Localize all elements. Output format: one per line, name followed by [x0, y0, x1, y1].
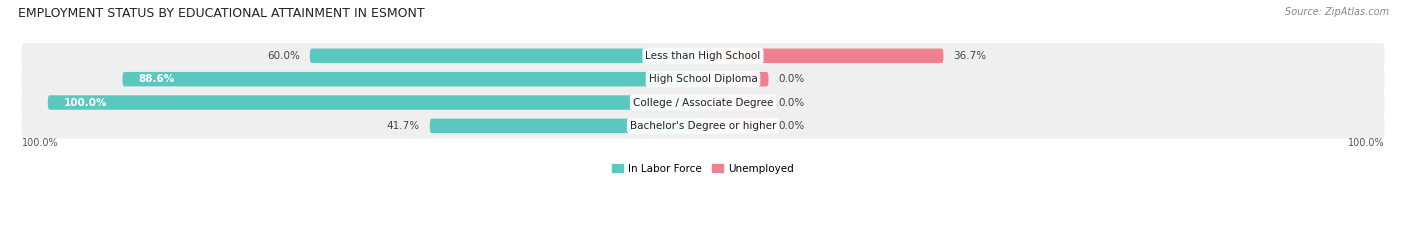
- FancyBboxPatch shape: [703, 48, 943, 63]
- Legend: In Labor Force, Unemployed: In Labor Force, Unemployed: [609, 160, 797, 178]
- FancyBboxPatch shape: [48, 95, 703, 110]
- Text: 60.0%: 60.0%: [267, 51, 299, 61]
- Text: Bachelor's Degree or higher: Bachelor's Degree or higher: [630, 121, 776, 131]
- Text: High School Diploma: High School Diploma: [648, 74, 758, 84]
- Text: Less than High School: Less than High School: [645, 51, 761, 61]
- Text: 0.0%: 0.0%: [779, 121, 804, 131]
- FancyBboxPatch shape: [122, 72, 703, 86]
- Text: 36.7%: 36.7%: [953, 51, 987, 61]
- FancyBboxPatch shape: [703, 72, 769, 86]
- FancyBboxPatch shape: [703, 95, 769, 110]
- FancyBboxPatch shape: [21, 43, 1385, 69]
- FancyBboxPatch shape: [309, 48, 703, 63]
- Text: 0.0%: 0.0%: [779, 98, 804, 107]
- FancyBboxPatch shape: [21, 66, 1385, 92]
- FancyBboxPatch shape: [430, 119, 703, 133]
- Text: 41.7%: 41.7%: [387, 121, 420, 131]
- FancyBboxPatch shape: [21, 113, 1385, 139]
- Text: EMPLOYMENT STATUS BY EDUCATIONAL ATTAINMENT IN ESMONT: EMPLOYMENT STATUS BY EDUCATIONAL ATTAINM…: [18, 7, 425, 20]
- FancyBboxPatch shape: [703, 119, 769, 133]
- Text: 88.6%: 88.6%: [139, 74, 176, 84]
- Text: Source: ZipAtlas.com: Source: ZipAtlas.com: [1285, 7, 1389, 17]
- FancyBboxPatch shape: [21, 90, 1385, 115]
- Text: 100.0%: 100.0%: [65, 98, 108, 107]
- Text: 100.0%: 100.0%: [1348, 138, 1385, 148]
- Text: 100.0%: 100.0%: [21, 138, 58, 148]
- Text: 0.0%: 0.0%: [779, 74, 804, 84]
- Text: College / Associate Degree: College / Associate Degree: [633, 98, 773, 107]
